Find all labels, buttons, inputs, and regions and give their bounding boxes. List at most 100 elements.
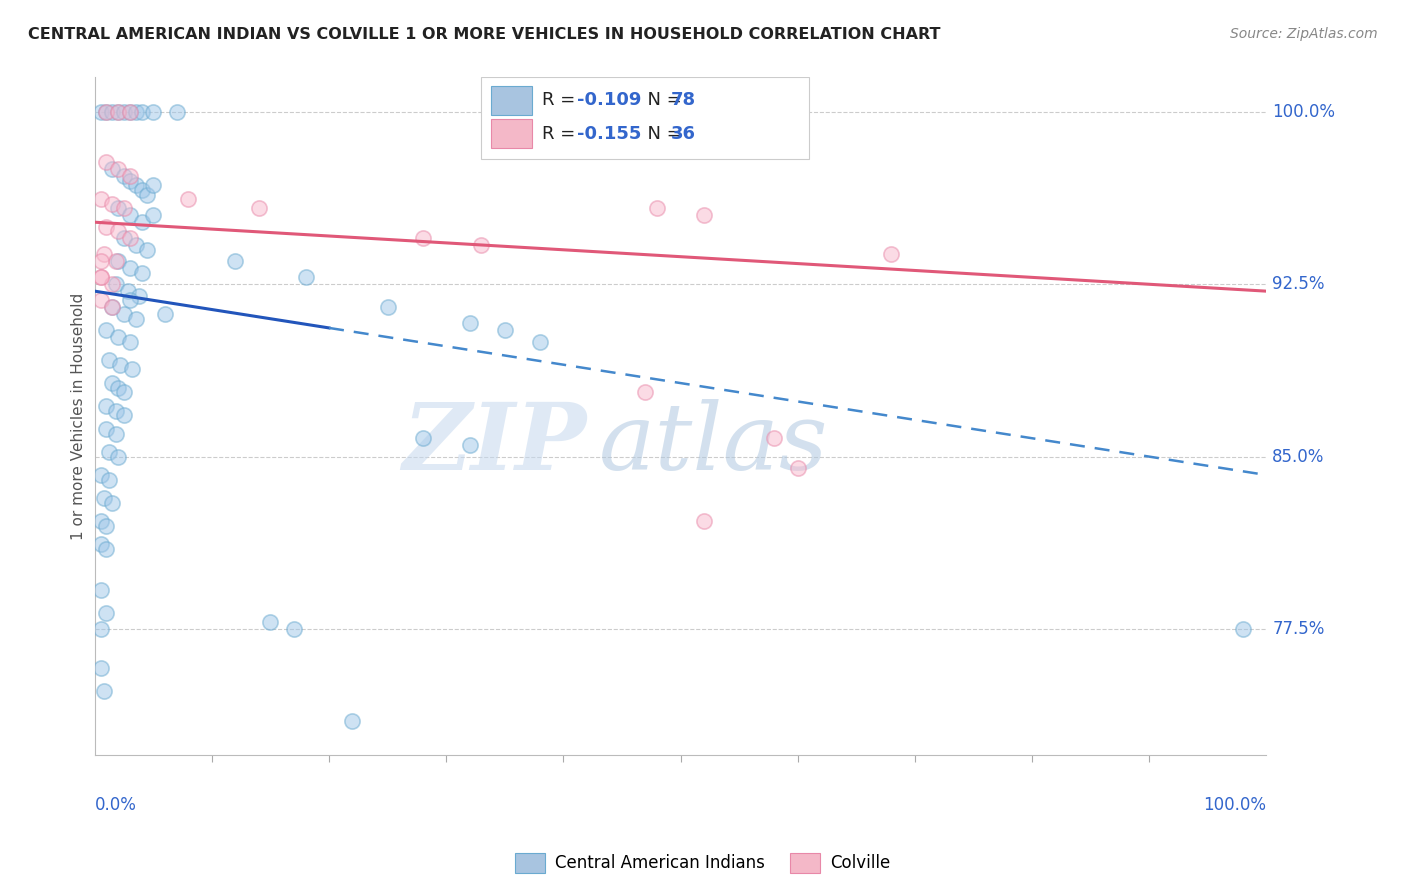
Point [224, 254, 246, 268]
Point [107, 162, 129, 177]
Point [125, 178, 148, 193]
Text: 100.0%: 100.0% [1204, 796, 1267, 814]
Point [97, 353, 120, 368]
Point [136, 187, 159, 202]
Point [247, 202, 270, 216]
Text: N =: N = [636, 91, 688, 109]
Point [96, 323, 118, 337]
Point [96, 219, 118, 234]
FancyBboxPatch shape [481, 78, 810, 159]
Point [96, 518, 118, 533]
Point [107, 104, 129, 119]
Point [131, 215, 153, 229]
Point [118, 261, 141, 276]
Text: 78: 78 [671, 91, 696, 109]
Point [142, 104, 165, 119]
Point [90, 104, 112, 119]
Point [112, 409, 135, 423]
Point [786, 461, 808, 475]
Point [412, 231, 434, 245]
Point [112, 307, 135, 321]
Point [118, 104, 141, 119]
Point [693, 514, 716, 528]
Point [107, 450, 129, 464]
Text: -0.155: -0.155 [578, 125, 641, 143]
Point [90, 270, 112, 285]
Point [101, 104, 124, 119]
Point [118, 231, 141, 245]
Point [121, 362, 143, 376]
Point [96, 399, 118, 413]
Text: 77.5%: 77.5% [1272, 620, 1324, 638]
Point [880, 247, 903, 261]
Point [283, 622, 305, 636]
Point [693, 208, 716, 222]
Point [177, 192, 200, 206]
Point [104, 277, 127, 292]
Point [101, 376, 124, 390]
Text: N =: N = [636, 125, 688, 143]
Point [107, 381, 129, 395]
Point [90, 293, 112, 308]
Point [90, 270, 112, 285]
Point [125, 238, 148, 252]
Point [90, 622, 112, 636]
Point [104, 254, 127, 268]
Point [93, 684, 115, 698]
Point [112, 169, 135, 184]
Point [101, 495, 124, 509]
Point [96, 104, 118, 119]
Point [634, 385, 657, 400]
Point [107, 224, 129, 238]
Point [131, 104, 153, 119]
Text: 100.0%: 100.0% [1272, 103, 1336, 121]
Text: ZIP: ZIP [402, 399, 586, 489]
Point [90, 254, 112, 268]
Point [142, 178, 165, 193]
Point [101, 300, 124, 314]
Point [90, 582, 112, 597]
Point [259, 615, 281, 629]
Point [458, 438, 481, 452]
Point [97, 445, 120, 459]
Text: CENTRAL AMERICAN INDIAN VS COLVILLE 1 OR MORE VEHICLES IN HOUSEHOLD CORRELATION : CENTRAL AMERICAN INDIAN VS COLVILLE 1 OR… [28, 27, 941, 42]
Point [166, 104, 188, 119]
Point [142, 208, 165, 222]
Point [104, 403, 127, 417]
Point [93, 247, 115, 261]
Point [342, 714, 364, 728]
Text: 92.5%: 92.5% [1272, 276, 1324, 293]
Point [107, 202, 129, 216]
Point [93, 491, 115, 505]
Point [412, 431, 434, 445]
Point [763, 431, 786, 445]
Point [112, 202, 135, 216]
Point [377, 300, 399, 314]
Point [112, 231, 135, 245]
Text: -0.109: -0.109 [578, 91, 641, 109]
Point [96, 541, 118, 556]
Text: R =: R = [543, 91, 581, 109]
Point [294, 270, 316, 285]
Y-axis label: 1 or more Vehicles in Household: 1 or more Vehicles in Household [72, 293, 86, 540]
Point [125, 104, 148, 119]
Point [118, 334, 141, 349]
Legend: Central American Indians, Colville: Central American Indians, Colville [509, 847, 897, 880]
Point [90, 537, 112, 551]
Point [90, 514, 112, 528]
Point [107, 254, 129, 268]
Point [110, 358, 132, 372]
Point [458, 316, 481, 330]
Point [1232, 622, 1254, 636]
Point [90, 468, 112, 483]
Text: Source: ZipAtlas.com: Source: ZipAtlas.com [1230, 27, 1378, 41]
Point [136, 243, 159, 257]
Point [645, 202, 668, 216]
Text: R =: R = [543, 125, 581, 143]
Point [117, 284, 139, 298]
Point [107, 330, 129, 344]
Point [101, 162, 124, 177]
Text: 36: 36 [671, 125, 696, 143]
Point [96, 422, 118, 436]
Point [90, 192, 112, 206]
